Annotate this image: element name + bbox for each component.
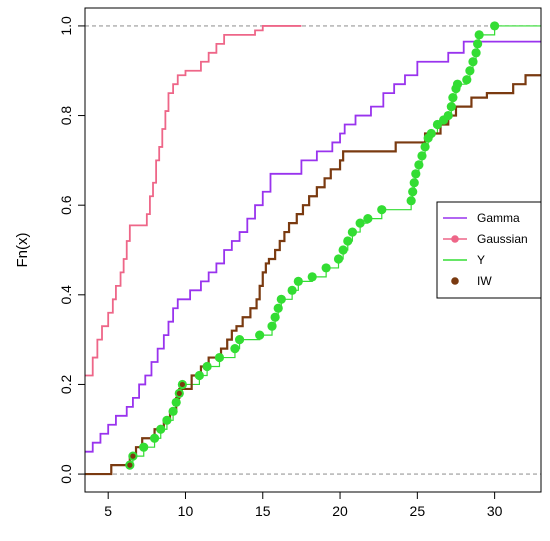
- iw-point: [130, 453, 136, 459]
- y-point: [202, 361, 212, 372]
- y-tick-label: 0.6: [58, 195, 74, 215]
- y-point: [420, 142, 430, 152]
- y-point: [408, 187, 418, 197]
- y-point: [446, 101, 456, 112]
- y-axis-label: Fn(x): [14, 233, 31, 268]
- legend-label: Gaussian: [477, 232, 528, 246]
- y-tick-label: 0.4: [58, 285, 74, 305]
- x-tick-label: 5: [104, 503, 112, 519]
- y-point: [355, 218, 365, 228]
- iw-point: [179, 381, 185, 388]
- y-point: [338, 245, 348, 255]
- y-point: [234, 335, 245, 345]
- legend-item-y: Y: [443, 253, 485, 267]
- iw-point: [127, 462, 133, 468]
- y-point: [276, 294, 286, 304]
- y-point: [452, 79, 463, 89]
- y-point: [490, 21, 500, 31]
- legend-item-gamma: Gamma: [443, 211, 520, 225]
- y-point: [333, 254, 344, 264]
- y-point: [162, 415, 172, 425]
- legend-swatch-dot: [451, 277, 459, 285]
- series-line-gamma: [85, 40, 541, 453]
- y-point: [194, 370, 204, 381]
- x-tick-label: 10: [178, 503, 194, 519]
- y-point: [171, 397, 181, 407]
- series-line-gaussian: [85, 25, 302, 377]
- y-tick-label: 0.0: [58, 464, 74, 484]
- y-point: [168, 406, 178, 416]
- y-point: [343, 236, 353, 246]
- y-point: [273, 303, 283, 313]
- y-point: [321, 263, 331, 273]
- legend-item-iw: IW: [451, 274, 492, 288]
- y-point: [417, 151, 427, 161]
- x-tick-label: 20: [332, 503, 348, 519]
- y-point: [149, 433, 160, 443]
- plot-inner: [85, 21, 541, 476]
- y-point: [270, 312, 280, 322]
- legend-swatch-dot: [451, 235, 459, 243]
- axes: 5 10 15 20 25 30 0.0 0.2 0.4 0.6 0.8 1.0 Fn(x): [14, 7, 542, 519]
- y-point: [474, 30, 484, 40]
- y-point: [293, 276, 303, 286]
- y-point: [448, 93, 458, 103]
- y-point: [414, 160, 424, 170]
- y-tick-label: 0.8: [58, 106, 74, 126]
- legend: Gamma Gaussian Y IW: [436, 201, 542, 299]
- y-point: [411, 169, 421, 179]
- y-point: [471, 48, 481, 58]
- legend-label: Y: [477, 253, 485, 267]
- y-point: [255, 330, 265, 340]
- legend-label: Gamma: [477, 211, 520, 225]
- legend-item-gaussian: Gaussian: [443, 232, 528, 246]
- y-point: [409, 178, 419, 188]
- y-point: [426, 128, 436, 139]
- y-tick-label: 0.2: [58, 375, 74, 395]
- iw-point: [176, 390, 182, 397]
- y-point: [307, 272, 317, 282]
- plot-area: [85, 21, 541, 476]
- y-point: [347, 227, 358, 237]
- y-point: [230, 343, 240, 354]
- y-point: [468, 57, 478, 67]
- y-point: [473, 39, 483, 49]
- legend-label: IW: [477, 274, 492, 288]
- y-point: [156, 424, 166, 434]
- y-point: [214, 352, 225, 363]
- y-point: [462, 75, 472, 85]
- x-tick-label: 15: [255, 503, 271, 519]
- y-point: [139, 442, 149, 452]
- x-tick-label: 30: [487, 503, 503, 519]
- y-point: [287, 285, 297, 295]
- y-point: [377, 205, 387, 215]
- y-point: [363, 214, 373, 224]
- y-point: [267, 321, 277, 331]
- x-tick-label: 25: [410, 503, 426, 519]
- y-point: [406, 196, 416, 206]
- y-point: [465, 66, 475, 76]
- y-tick-label: 1.0: [58, 16, 74, 36]
- y-point: [443, 110, 453, 121]
